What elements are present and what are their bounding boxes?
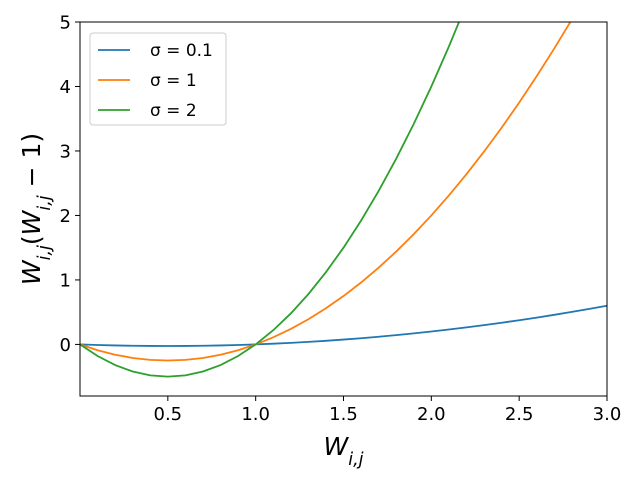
line-series — [80, 304, 607, 347]
y-tick-label: 2 — [60, 206, 71, 227]
x-tick-label: 2.5 — [505, 404, 534, 425]
x-tick-label: 1.5 — [329, 404, 358, 425]
y-tick-label: 5 — [60, 13, 71, 34]
y-tick-label: 0 — [60, 335, 71, 356]
line-series — [80, 22, 460, 378]
plot-lines — [80, 22, 607, 378]
legend-label: σ = 2 — [150, 101, 197, 121]
legend-box — [89, 32, 227, 126]
legend-label: σ = 1 — [150, 71, 197, 91]
plot-frame — [79, 21, 608, 397]
x-axis-label: Wi,j — [323, 432, 363, 470]
y-axis-label: Wi,j(Wi,j − 1) — [17, 133, 55, 285]
x-tick-label: 3.0 — [593, 404, 622, 425]
line-series — [80, 22, 572, 362]
y-tick-label: 3 — [60, 141, 71, 162]
x-tick-label: 0.5 — [154, 404, 183, 425]
y-tick-label: 1 — [60, 270, 71, 291]
y-tick-label: 4 — [60, 77, 71, 98]
x-tick-label: 2.0 — [417, 404, 446, 425]
x-tick-label: 1.0 — [241, 404, 270, 425]
legend-label: σ = 0.1 — [150, 41, 213, 61]
